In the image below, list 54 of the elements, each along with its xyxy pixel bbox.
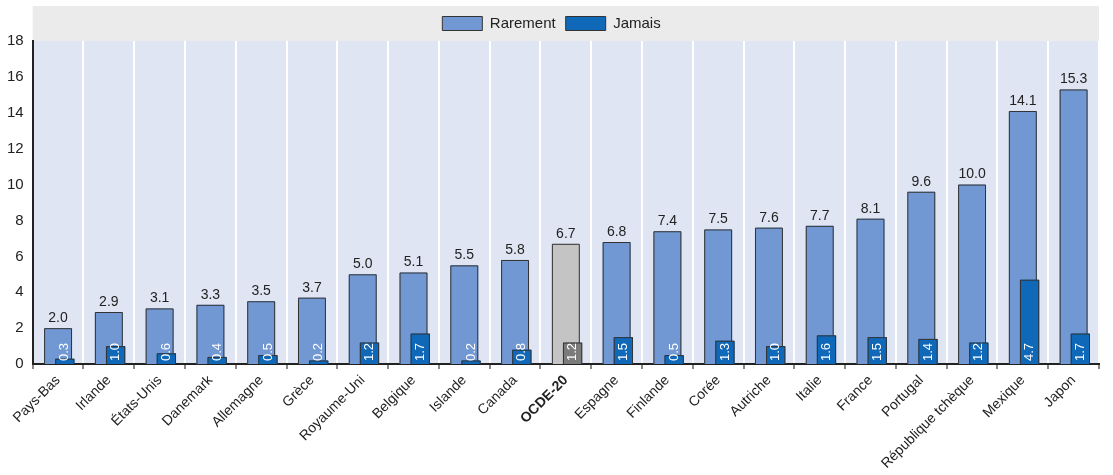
data-label: 3.5 [251, 282, 272, 299]
y-tick-label: 4 [15, 282, 24, 300]
data-label: 7.6 [759, 208, 779, 225]
data-label: 7.5 [708, 210, 729, 227]
y-tick-label: 0 [15, 354, 24, 372]
data-label: 5.1 [403, 253, 424, 270]
data-label: 0.8 [513, 342, 529, 362]
data-label: 1.7 [411, 342, 427, 362]
data-label: 4.7 [1021, 342, 1037, 362]
data-label: 7.7 [809, 206, 830, 223]
data-label: 1.5 [868, 342, 884, 362]
data-label: 0.5 [665, 342, 681, 362]
data-label: 0.4 [208, 342, 224, 362]
y-tick-label: 8 [15, 210, 24, 228]
legend-label: Rarement [489, 13, 557, 31]
data-label: 1.5 [614, 342, 630, 362]
data-label: 8.1 [860, 199, 881, 216]
data-label: 0.2 [310, 342, 326, 362]
y-tick-label: 18 [7, 31, 24, 49]
data-label: 0.3 [56, 342, 72, 362]
data-label: 0.5 [259, 342, 275, 362]
data-label: 3.7 [302, 278, 322, 295]
y-tick-label: 10 [7, 174, 24, 192]
data-label: 3.3 [200, 285, 221, 302]
data-label: 1.4 [919, 342, 935, 362]
y-tick-label: 2 [15, 318, 24, 336]
data-label: 5.5 [454, 246, 475, 263]
data-label: 1.0 [767, 342, 783, 362]
data-label: 6.7 [556, 224, 576, 241]
y-tick-label: 6 [15, 246, 24, 264]
data-label: 14.1 [1009, 91, 1037, 108]
data-label: 2.9 [99, 292, 119, 309]
data-label: 10.0 [958, 165, 986, 182]
data-label: 0.2 [462, 342, 478, 362]
y-tick-label: 12 [7, 138, 24, 156]
data-label: 15.3 [1059, 70, 1088, 87]
data-label: 9.6 [911, 172, 932, 189]
y-tick-label: 16 [7, 67, 24, 85]
y-tick-label: 14 [7, 102, 24, 120]
data-label: 3.1 [149, 289, 170, 306]
data-label: 7.4 [657, 212, 678, 229]
data-label: 6.8 [606, 222, 627, 239]
data-label: 1.6 [818, 342, 834, 362]
data-label: 1.2 [361, 342, 377, 362]
data-label: 2.0 [48, 309, 69, 326]
data-label: 0.6 [157, 342, 173, 362]
data-label: 1.2 [970, 342, 986, 362]
data-label: 5.8 [505, 240, 526, 257]
data-label: 1.2 [564, 342, 580, 362]
legend-label: Jamais [613, 13, 661, 31]
data-label: 5.0 [353, 255, 373, 272]
data-label: 1.0 [107, 342, 123, 362]
data-label: 1.7 [1071, 342, 1087, 362]
data-label: 1.3 [716, 342, 732, 362]
